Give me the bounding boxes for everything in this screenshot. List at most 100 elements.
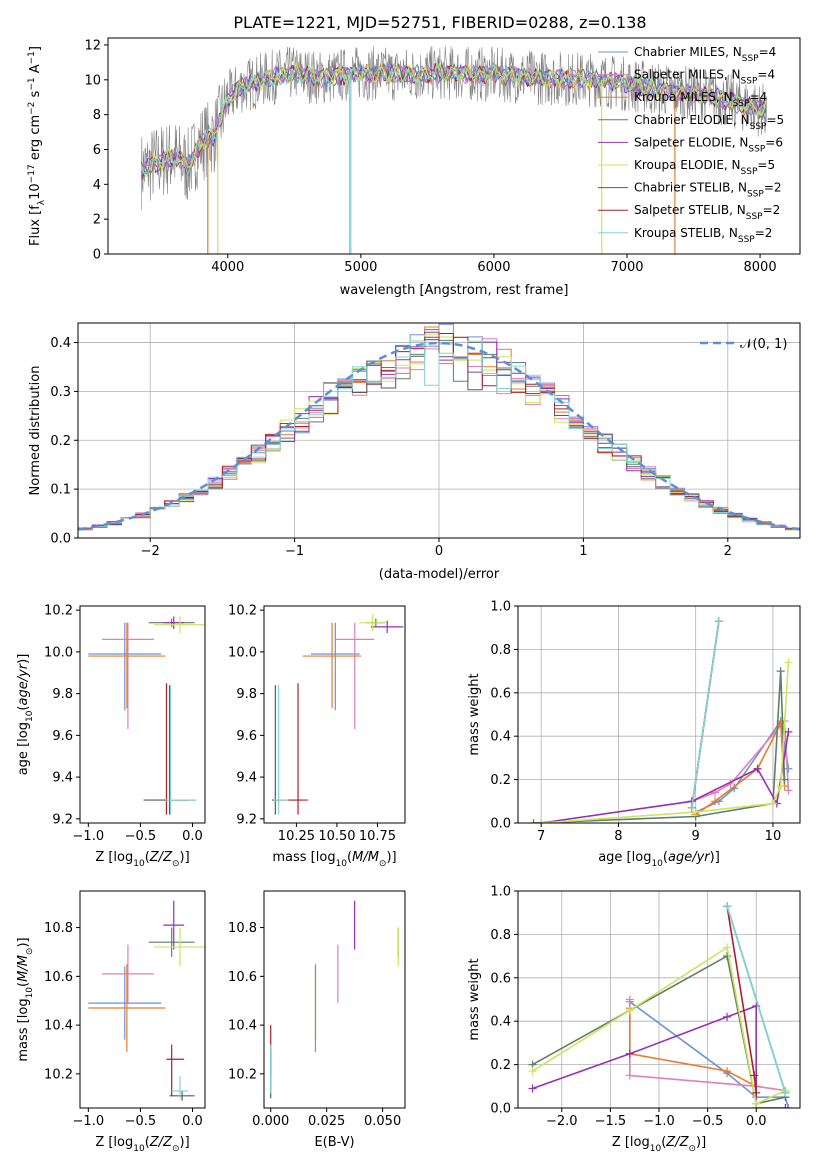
y-tick-label: 10.2 — [228, 1067, 257, 1082]
y-tick-label: 10.2 — [44, 604, 73, 619]
y-axis-label: age [log10(age/yr)] — [16, 654, 35, 776]
x-axis-label: E(B-V) — [314, 1135, 354, 1150]
weight-marker — [784, 658, 793, 667]
error-bar-point — [148, 927, 195, 957]
y-tick-label: 0.2 — [490, 773, 511, 788]
weight-marker — [784, 786, 793, 795]
x-tick-label: 0.025 — [308, 1114, 345, 1129]
weight-line-4 — [533, 671, 786, 823]
x-tick-label: 6000 — [477, 260, 510, 275]
error-bar-point — [153, 616, 205, 634]
error-bar-point — [88, 622, 166, 709]
error-bar-point — [153, 927, 205, 967]
error-bar-point — [169, 1090, 195, 1101]
x-tick-label: 10.50 — [318, 829, 355, 844]
weight-line-5 — [532, 1004, 786, 1108]
weight-marker — [784, 764, 793, 773]
panel-mass_vs_ebv: 0.000 0.025 0.050 10.2 10.4 10.6 10.8 E(B-V) — [228, 890, 406, 1150]
weight-marker — [784, 727, 793, 736]
x-tick-label: 5000 — [344, 260, 377, 275]
weight-marker — [528, 1084, 537, 1093]
x-tick-label: 0.050 — [364, 1114, 401, 1129]
x-tick-label: 8000 — [744, 260, 777, 275]
error-bar-point — [311, 622, 360, 711]
y-tick-label: 10.8 — [228, 921, 257, 936]
error-bar-point — [164, 683, 190, 815]
x-tick-label: 4000 — [211, 260, 244, 275]
y-tick-label: 0.0 — [50, 532, 71, 547]
weight-line-6 — [541, 662, 790, 823]
weight-marker — [529, 819, 538, 823]
legend-entry: Kroupa MILES, NSSP=4 — [634, 90, 767, 109]
x-tick-label: −2 — [141, 544, 160, 559]
plot-area-residuals — [78, 323, 800, 533]
weight-marker — [776, 667, 785, 676]
plot-area-weight_vs_age — [529, 617, 793, 823]
x-axis-label: age [log10(age/yr)] — [598, 850, 720, 869]
x-tick-label: 10.25 — [278, 829, 315, 844]
x-tick-label: −1.5 — [595, 1114, 627, 1129]
x-tick-label: 7 — [537, 829, 545, 844]
axes-frame — [79, 605, 206, 824]
model-spectrum-1 — [140, 61, 767, 179]
weight-line-9 — [691, 621, 720, 808]
weight-marker — [528, 1067, 537, 1076]
error-bar-point — [359, 614, 386, 632]
panel-residuals: −2 −1 0 1 2 0.0 0.1 0.2 0.3 0.4 𝒩(0, 1) (data-model… — [28, 322, 801, 582]
legend-entry: Kroupa STELIB, NSSP=2 — [634, 226, 772, 245]
model-spectrum-6 — [140, 61, 767, 178]
y-tick-label: 9.4 — [52, 771, 73, 786]
y-tick-label: 10.6 — [228, 970, 257, 985]
legend-entry: 𝒩(0, 1) — [740, 337, 787, 352]
x-axis-label: wavelength [Angstrom, rest frame] — [340, 283, 569, 298]
x-tick-label: 10 — [765, 829, 782, 844]
y-tick-label: 9.2 — [236, 812, 257, 827]
y-tick-label: 0 — [93, 248, 101, 263]
y-axis-label: mass weight — [467, 958, 482, 1040]
weight-marker — [687, 803, 696, 812]
x-tick-label: −0.5 — [125, 1114, 157, 1129]
error-bar-point — [143, 685, 196, 815]
y-tick-label: 10.2 — [44, 1067, 73, 1082]
x-tick-label: −1.0 — [73, 1114, 105, 1129]
y-tick-label: 10.8 — [44, 921, 73, 936]
y-tick-label: 12 — [84, 38, 101, 53]
weight-marker — [723, 1067, 732, 1076]
weight-marker — [723, 902, 732, 911]
error-bar-point — [335, 622, 375, 730]
weight-marker — [625, 1049, 634, 1058]
y-tick-label: 6 — [93, 143, 101, 158]
y-tick-label: 0.8 — [490, 643, 511, 658]
x-axis-label: mass [log10(M/M⊙)] — [272, 850, 396, 869]
weight-marker — [723, 1012, 732, 1021]
x-tick-label: 0.0 — [746, 1114, 767, 1129]
axes-frame — [107, 37, 801, 255]
plot-area-mass_vs_Z — [88, 900, 205, 1101]
panel-weight_vs_age: 7 8 9 10 0.0 0.2 0.4 0.6 0.8 1.0 age [log10(age/yr… — [467, 600, 801, 869]
model-spectrum-9 — [140, 61, 767, 177]
error-bar-point — [163, 616, 185, 629]
y-tick-label: 0.0 — [490, 817, 511, 832]
x-axis-label: (data-model)/error — [379, 567, 500, 582]
y-tick-label: 9.8 — [236, 687, 257, 702]
legend-entry: Chabrier STELIB, NSSP=2 — [634, 181, 782, 200]
model-spectrum-4 — [140, 62, 767, 177]
y-tick-label: 10.0 — [228, 645, 257, 660]
x-tick-label: −1 — [285, 544, 304, 559]
y-axis-label: Normed distribution — [28, 366, 43, 496]
x-tick-label: −2.0 — [546, 1114, 578, 1129]
y-tick-label: 0.1 — [50, 483, 71, 498]
error-bar-point — [163, 900, 185, 950]
weight-line-3 — [628, 1008, 757, 1088]
y-tick-label: 0.3 — [50, 385, 71, 400]
legend: 𝒩(0, 1) — [700, 337, 787, 352]
x-axis-label: Z [log10(Z/Z⊙)] — [612, 1135, 706, 1154]
y-tick-label: 0.8 — [490, 928, 511, 943]
y-axis-label: mass weight — [467, 673, 482, 755]
x-tick-label: −1.0 — [643, 1114, 675, 1129]
weight-marker — [752, 1099, 761, 1108]
y-tick-label: 0.2 — [50, 434, 71, 449]
y-tick-label: 10.4 — [228, 1019, 257, 1034]
legend-entry: Salpeter STELIB, NSSP=2 — [634, 203, 780, 222]
weight-marker — [714, 617, 723, 626]
